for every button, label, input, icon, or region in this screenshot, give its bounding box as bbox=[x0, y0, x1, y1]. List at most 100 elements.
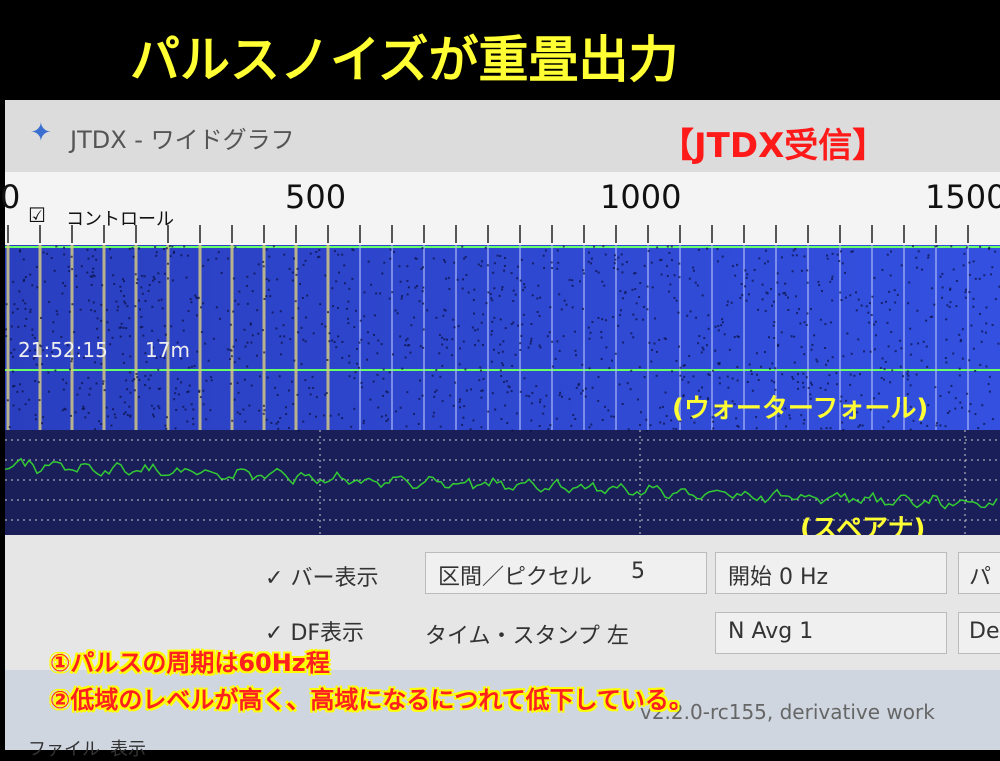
noise bbox=[405, 339, 408, 342]
noise bbox=[184, 408, 187, 411]
noise bbox=[381, 272, 384, 275]
noise bbox=[477, 263, 480, 266]
noise bbox=[426, 309, 429, 312]
noise bbox=[874, 320, 877, 323]
noise bbox=[562, 335, 565, 338]
noise bbox=[791, 270, 794, 273]
spinbox[interactable]: 開始 0 Hz bbox=[715, 552, 947, 594]
noise bbox=[18, 383, 21, 386]
noise bbox=[736, 263, 739, 266]
noise bbox=[308, 387, 311, 390]
noise bbox=[510, 390, 513, 393]
noise bbox=[979, 363, 982, 366]
noise bbox=[114, 416, 117, 419]
noise bbox=[736, 335, 739, 338]
noise bbox=[375, 292, 378, 295]
noise bbox=[276, 278, 279, 281]
noise bbox=[63, 407, 66, 410]
noise bbox=[826, 254, 829, 257]
noise bbox=[707, 327, 710, 330]
noise bbox=[478, 379, 481, 382]
noise bbox=[202, 403, 205, 406]
noise bbox=[420, 267, 423, 270]
spinbox[interactable]: パ bbox=[958, 552, 1000, 594]
noise bbox=[747, 293, 750, 296]
menu-item[interactable]: 表示 bbox=[110, 739, 146, 760]
noise bbox=[124, 302, 127, 305]
noise bbox=[731, 265, 734, 268]
noise bbox=[126, 414, 129, 417]
noise bbox=[944, 357, 947, 360]
noise bbox=[480, 369, 483, 372]
noise bbox=[207, 359, 210, 362]
spinbox[interactable]: 区間／ピクセル 5 bbox=[425, 552, 707, 594]
noise bbox=[582, 269, 585, 272]
noise bbox=[399, 406, 402, 409]
noise bbox=[825, 363, 828, 366]
noise bbox=[136, 278, 139, 281]
noise bbox=[481, 344, 484, 347]
control-label[interactable]: コントロール bbox=[66, 209, 174, 230]
noise bbox=[788, 414, 791, 417]
noise bbox=[678, 345, 681, 348]
noise bbox=[438, 333, 441, 336]
noise bbox=[458, 406, 461, 409]
noise bbox=[234, 299, 237, 302]
noise bbox=[139, 308, 142, 311]
noise bbox=[128, 247, 131, 250]
noise bbox=[35, 265, 38, 268]
noise bbox=[134, 273, 137, 276]
noise bbox=[558, 293, 561, 296]
checkbox-bar[interactable]: ✓ バー表示 bbox=[265, 566, 379, 591]
noise bbox=[238, 290, 241, 293]
checkbox-df[interactable]: ✓ DF表示 bbox=[265, 621, 365, 646]
noise bbox=[663, 337, 666, 340]
spinbox[interactable]: N Avg 1 bbox=[715, 612, 947, 654]
noise bbox=[915, 256, 918, 259]
checkbox[interactable]: ☑ bbox=[28, 203, 46, 227]
noise bbox=[55, 245, 58, 248]
noise bbox=[154, 246, 157, 249]
combo[interactable]: De bbox=[958, 612, 1000, 654]
noise bbox=[908, 281, 911, 284]
noise bbox=[341, 417, 344, 420]
noise bbox=[773, 300, 776, 303]
noise bbox=[622, 341, 625, 344]
noise bbox=[708, 374, 711, 377]
noise bbox=[379, 292, 382, 295]
noise bbox=[693, 421, 696, 424]
noise bbox=[530, 402, 533, 405]
noise bbox=[706, 398, 709, 401]
noise bbox=[803, 255, 806, 258]
noise bbox=[64, 408, 67, 411]
noise bbox=[230, 355, 233, 358]
noise bbox=[501, 350, 504, 353]
noise bbox=[997, 342, 1000, 345]
noise bbox=[773, 381, 776, 384]
noise bbox=[829, 321, 832, 324]
noise bbox=[382, 377, 385, 380]
noise bbox=[246, 365, 249, 368]
combo[interactable]: タイム・スタンプ 左 bbox=[425, 612, 705, 652]
noise bbox=[354, 371, 357, 374]
label: 区間／ピクセル bbox=[438, 565, 593, 590]
noise bbox=[577, 384, 580, 387]
noise bbox=[444, 277, 447, 280]
noise bbox=[820, 427, 823, 430]
noise bbox=[492, 271, 495, 274]
noise bbox=[16, 390, 19, 393]
noise bbox=[416, 285, 419, 288]
noise bbox=[639, 423, 642, 426]
noise bbox=[838, 260, 841, 263]
noise bbox=[246, 341, 249, 344]
noise bbox=[404, 356, 407, 359]
noise bbox=[765, 291, 768, 294]
noise bbox=[797, 373, 800, 376]
noise bbox=[539, 296, 542, 299]
noise bbox=[308, 412, 311, 415]
noise bbox=[6, 399, 9, 402]
noise bbox=[810, 348, 813, 351]
noise bbox=[383, 261, 386, 264]
noise bbox=[327, 311, 330, 314]
menu-item[interactable]: ファイル bbox=[28, 739, 100, 760]
